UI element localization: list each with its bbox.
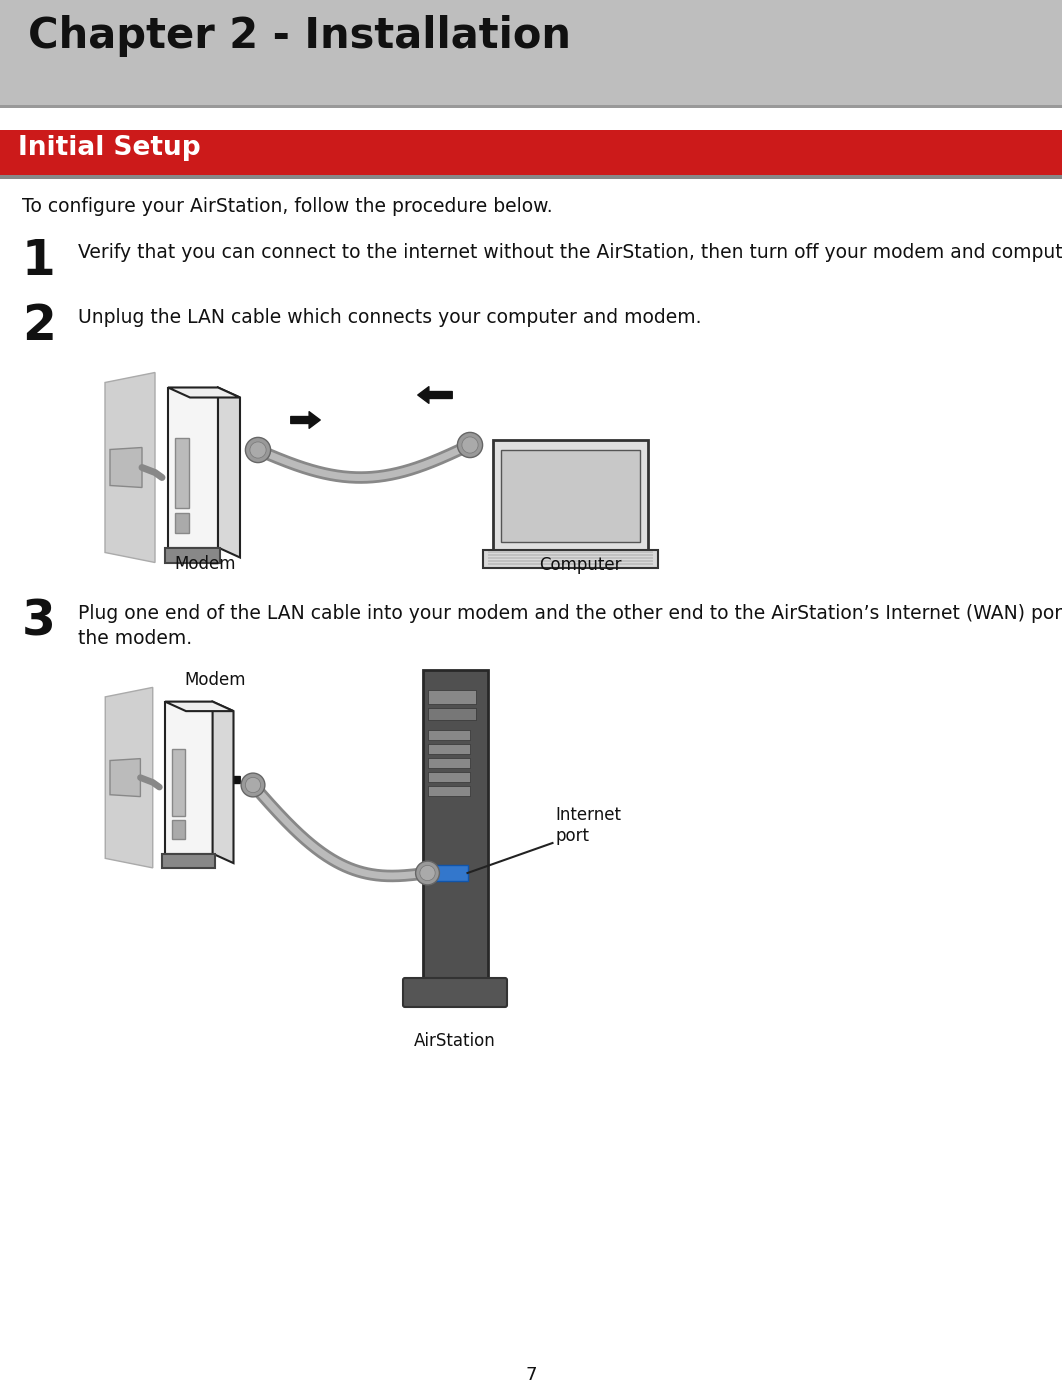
Bar <box>0 0 1062 105</box>
Bar <box>172 821 185 840</box>
Circle shape <box>415 861 440 884</box>
Bar <box>428 772 469 782</box>
Polygon shape <box>105 687 153 868</box>
Text: 1: 1 <box>22 237 55 286</box>
Circle shape <box>245 778 260 793</box>
Circle shape <box>241 773 264 797</box>
Text: 7: 7 <box>526 1367 536 1385</box>
FancyBboxPatch shape <box>402 979 507 1008</box>
Bar <box>487 554 652 556</box>
Bar <box>428 786 469 796</box>
Bar <box>428 730 469 740</box>
Bar <box>493 439 648 550</box>
Bar <box>428 708 476 719</box>
Bar <box>487 557 652 559</box>
Text: Plug one end of the LAN cable into your modem and the other end to the AirStatio: Plug one end of the LAN cable into your … <box>78 604 1062 622</box>
Bar <box>500 450 639 542</box>
Text: Modem: Modem <box>174 554 236 572</box>
Polygon shape <box>212 701 234 863</box>
Circle shape <box>419 865 435 880</box>
Text: Modem: Modem <box>184 671 245 689</box>
Polygon shape <box>110 758 140 797</box>
Bar <box>487 560 652 561</box>
Text: Computer: Computer <box>538 556 621 574</box>
Text: To configure your AirStation, follow the procedure below.: To configure your AirStation, follow the… <box>22 197 552 216</box>
Bar <box>428 744 469 754</box>
Polygon shape <box>105 373 155 563</box>
Bar <box>168 388 218 547</box>
Text: AirStation: AirStation <box>414 1033 496 1051</box>
Bar <box>423 669 487 980</box>
Polygon shape <box>162 854 215 868</box>
Text: Chapter 2 - Installation: Chapter 2 - Installation <box>28 15 571 57</box>
Text: Unplug the LAN cable which connects your computer and modem.: Unplug the LAN cable which connects your… <box>78 308 702 327</box>
Bar <box>175 438 189 507</box>
Bar <box>428 690 476 704</box>
Bar <box>487 552 652 553</box>
Text: Initial Setup: Initial Setup <box>18 134 201 161</box>
Text: Internet
port: Internet port <box>555 807 621 845</box>
Polygon shape <box>165 701 234 711</box>
Bar <box>175 513 189 532</box>
Polygon shape <box>165 547 220 563</box>
Polygon shape <box>168 388 240 398</box>
Circle shape <box>245 438 271 463</box>
Polygon shape <box>218 388 240 557</box>
Bar <box>0 105 1062 108</box>
Bar <box>172 748 185 815</box>
Bar <box>428 865 467 881</box>
Text: 3: 3 <box>22 597 56 646</box>
Bar <box>487 563 652 565</box>
Circle shape <box>462 437 478 453</box>
Text: Verify that you can connect to the internet without the AirStation, then turn of: Verify that you can connect to the inter… <box>78 243 1062 262</box>
Polygon shape <box>110 448 142 488</box>
Circle shape <box>458 432 482 457</box>
Bar <box>165 701 212 854</box>
Circle shape <box>250 442 267 459</box>
Text: 2: 2 <box>22 302 56 351</box>
Bar <box>0 130 1062 175</box>
Bar <box>482 550 657 568</box>
Text: the modem.: the modem. <box>78 629 192 649</box>
Bar <box>0 175 1062 179</box>
Bar <box>428 758 469 768</box>
